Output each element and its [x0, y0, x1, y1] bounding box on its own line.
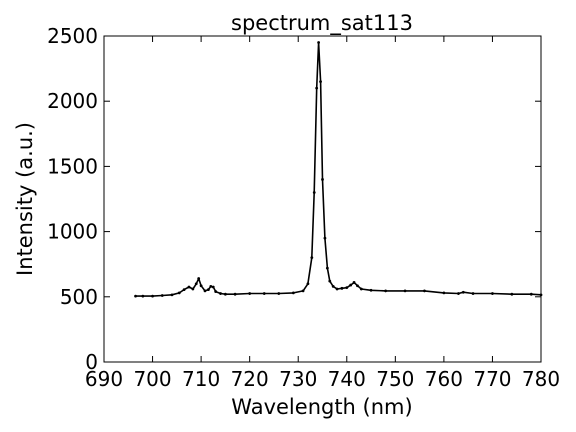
data-point	[403, 289, 407, 293]
data-point	[356, 284, 359, 288]
y-axis-label: Intensity (a.u.)	[13, 122, 37, 276]
data-point	[323, 236, 327, 240]
data-point	[211, 285, 215, 289]
data-point	[349, 283, 353, 287]
data-point	[151, 294, 154, 298]
y-tick-label: 0	[85, 350, 98, 374]
data-point	[331, 284, 335, 288]
data-point	[325, 266, 329, 270]
data-point	[191, 287, 195, 291]
data-point	[194, 282, 198, 286]
data-point	[199, 284, 203, 288]
x-tick-label: 700	[133, 367, 171, 391]
data-point	[359, 287, 363, 291]
data-point	[384, 289, 388, 293]
data-point	[301, 289, 305, 293]
data-point	[317, 41, 321, 44]
data-point	[233, 292, 237, 296]
data-point	[223, 292, 227, 296]
x-tick-label: 730	[279, 367, 317, 391]
data-point	[262, 292, 266, 295]
data-point	[182, 288, 186, 292]
x-tick-label: 750	[376, 367, 414, 391]
data-point	[471, 292, 475, 295]
data-point	[214, 290, 218, 293]
x-tick-label: 710	[182, 367, 220, 391]
data-point	[457, 292, 460, 295]
x-tick-label: 690	[85, 367, 123, 391]
data-point	[197, 277, 201, 280]
y-tick-label: 1000	[47, 220, 98, 244]
data-point	[203, 289, 207, 293]
data-point	[328, 279, 332, 283]
x-axis: 690 700 710 720 730 740 750 760 770 780	[85, 36, 560, 391]
data-point	[315, 86, 319, 90]
data-point	[352, 281, 356, 284]
data-point	[160, 294, 164, 297]
data-point	[345, 286, 349, 290]
x-tick-label: 780	[522, 367, 560, 391]
y-tick-label: 2000	[47, 89, 98, 113]
data-point	[312, 191, 316, 194]
x-tick-label: 770	[473, 367, 511, 391]
x-tick-label: 740	[328, 367, 366, 391]
data-point	[170, 293, 174, 297]
data-point	[461, 290, 465, 294]
data-point	[340, 286, 344, 290]
data-point	[141, 294, 145, 298]
data-point	[306, 282, 310, 286]
y-tick-label: 1500	[47, 154, 98, 178]
data-point	[248, 292, 252, 295]
data-point	[134, 294, 137, 298]
x-axis-label: Wavelength (nm)	[231, 395, 412, 419]
data-point	[209, 284, 213, 288]
x-tick-label: 760	[425, 367, 463, 391]
data-point	[187, 285, 191, 289]
y-tick-label: 2500	[47, 24, 98, 48]
spectrum-line	[135, 41, 542, 297]
data-point	[423, 289, 426, 293]
data-point	[442, 291, 446, 295]
data-point	[291, 291, 295, 295]
plot-frame	[103, 35, 542, 363]
data-point	[206, 288, 210, 292]
plot-area	[134, 41, 543, 298]
data-point	[277, 292, 281, 295]
data-point	[219, 292, 222, 295]
data-point	[510, 292, 514, 296]
data-point	[491, 292, 494, 295]
data-point	[335, 287, 339, 291]
data-point	[369, 288, 373, 292]
y-tick-label: 500	[60, 285, 98, 309]
data-point	[321, 178, 324, 181]
data-point	[529, 292, 533, 296]
data-point	[177, 291, 181, 295]
data-point	[310, 256, 314, 260]
data-point	[319, 80, 322, 84]
chart-title: spectrum_sat113	[231, 11, 413, 36]
y-axis: 0 500 1000 1500 2000 2500	[47, 24, 541, 374]
x-tick-label: 720	[231, 367, 269, 391]
